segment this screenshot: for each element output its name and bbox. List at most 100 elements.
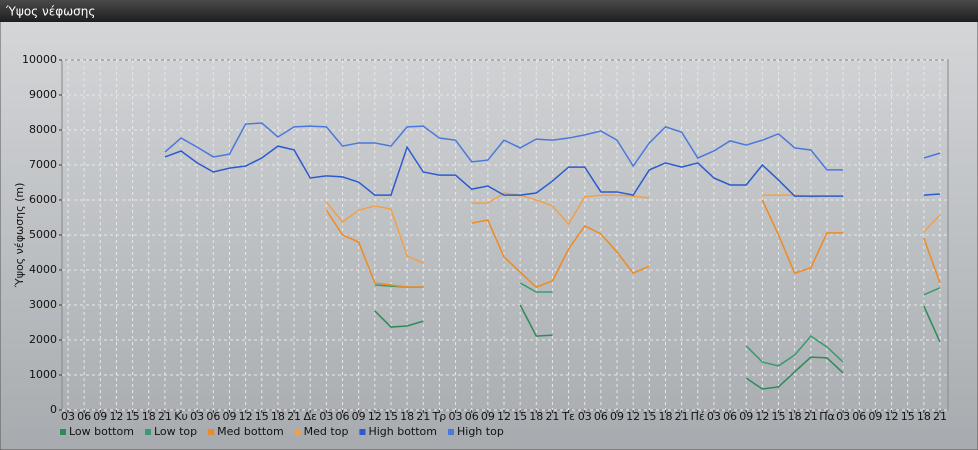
x-tick-label: Κυ [174,410,188,423]
x-tick-label: 06 [336,410,350,423]
y-tick-label: 7000 [29,158,57,171]
legend-swatch [208,429,215,435]
x-tick-label: 12 [239,410,253,423]
x-tick-label: 15 [255,410,269,423]
x-tick-label: 06 [723,410,737,423]
legend-label: High bottom [368,425,437,438]
legend-label: Med top [304,425,349,438]
series-line [325,201,424,264]
x-tick-label: 21 [416,410,430,423]
legend-label: Low top [154,425,197,438]
x-tick-label: 21 [933,410,947,423]
x-tick-label: 15 [384,410,398,423]
x-tick-label: Πέ [691,410,705,423]
x-tick-label: 18 [400,410,414,423]
x-tick-label: 06 [465,410,479,423]
x-tick-label: 15 [642,410,656,423]
title-bar [0,0,978,22]
x-tick-label: Πα [819,410,835,423]
series-line [745,356,844,390]
x-tick-label: 21 [804,410,818,423]
y-tick-label: 2000 [29,333,57,346]
x-tick-label: 06 [852,410,866,423]
y-tick-label: 9000 [29,88,57,101]
series-line [164,122,844,171]
x-tick-label: 03 [836,410,850,423]
series-line [761,199,844,275]
x-tick-label: 12 [755,410,769,423]
series-line [923,305,941,343]
x-tick-label: 12 [626,410,640,423]
x-tick-label: Τρ [432,410,447,423]
x-tick-label: 21 [287,410,301,423]
series-line [923,193,941,196]
x-tick-label: 18 [142,410,156,423]
y-tick-label: 0 [50,403,57,416]
x-tick-label: 09 [93,410,107,423]
x-tick-label: Τε [561,410,575,423]
x-tick-label: 12 [885,410,899,423]
x-tick-label: 09 [481,410,495,423]
y-tick-label: 3000 [29,298,57,311]
x-tick-label: 18 [917,410,931,423]
x-tick-label: 15 [772,410,786,423]
x-tick-label: 21 [158,410,172,423]
legend-swatch [448,429,454,435]
legend-swatch [359,429,366,435]
series-line [923,287,941,296]
x-tick-label: 09 [868,410,882,423]
legend-label: Low bottom [69,425,134,438]
y-axis-label: Ύψος νέφωσης (m) [13,183,26,289]
x-tick-label: 21 [545,410,559,423]
y-tick-label: 8000 [29,123,57,136]
x-tick-label: 03 [449,410,463,423]
x-tick-label: 09 [610,410,624,423]
x-tick-label: 03 [61,410,75,423]
y-tick-label: 4000 [29,263,57,276]
x-tick-label: 18 [271,410,285,423]
y-tick-label: 10000 [22,53,57,66]
x-tick-label: 12 [368,410,382,423]
y-tick-label: 5000 [29,228,57,241]
x-tick-label: 03 [707,410,721,423]
series-line [923,152,941,159]
x-tick-label: 06 [206,410,220,423]
window-title: Ύψος νέφωσης [5,5,95,19]
series-line [164,145,844,197]
legend-swatch [60,429,66,435]
x-tick-label: 18 [788,410,802,423]
x-tick-label: 21 [675,410,689,423]
series-line [923,237,941,284]
x-tick-label: 18 [658,410,672,423]
series-line [471,219,650,289]
y-tick-label: 1000 [29,368,57,381]
x-tick-label: 09 [222,410,236,423]
series-line [519,304,553,337]
legend-swatch [294,429,301,435]
x-tick-label: 09 [352,410,366,423]
series-line [374,310,424,328]
x-tick-label: 03 [578,410,592,423]
legend-label: High top [457,425,504,438]
x-tick-label: 06 [77,410,91,423]
series-line [471,192,650,226]
legend-label: Med bottom [217,425,284,438]
x-tick-label: 15 [126,410,140,423]
x-tick-label: 12 [109,410,123,423]
x-tick-label: 15 [513,410,527,423]
series-line [745,335,844,367]
x-tick-label: 18 [529,410,543,423]
x-tick-label: 09 [739,410,753,423]
y-tick-label: 6000 [29,193,57,206]
x-tick-label: 03 [319,410,333,423]
series-line [325,209,424,288]
series-line [519,282,553,293]
x-tick-label: 06 [594,410,608,423]
x-tick-label: Δε [303,410,317,423]
x-tick-label: 12 [497,410,511,423]
x-tick-label: 15 [901,410,915,423]
series-line [923,214,941,233]
x-tick-label: 03 [190,410,204,423]
